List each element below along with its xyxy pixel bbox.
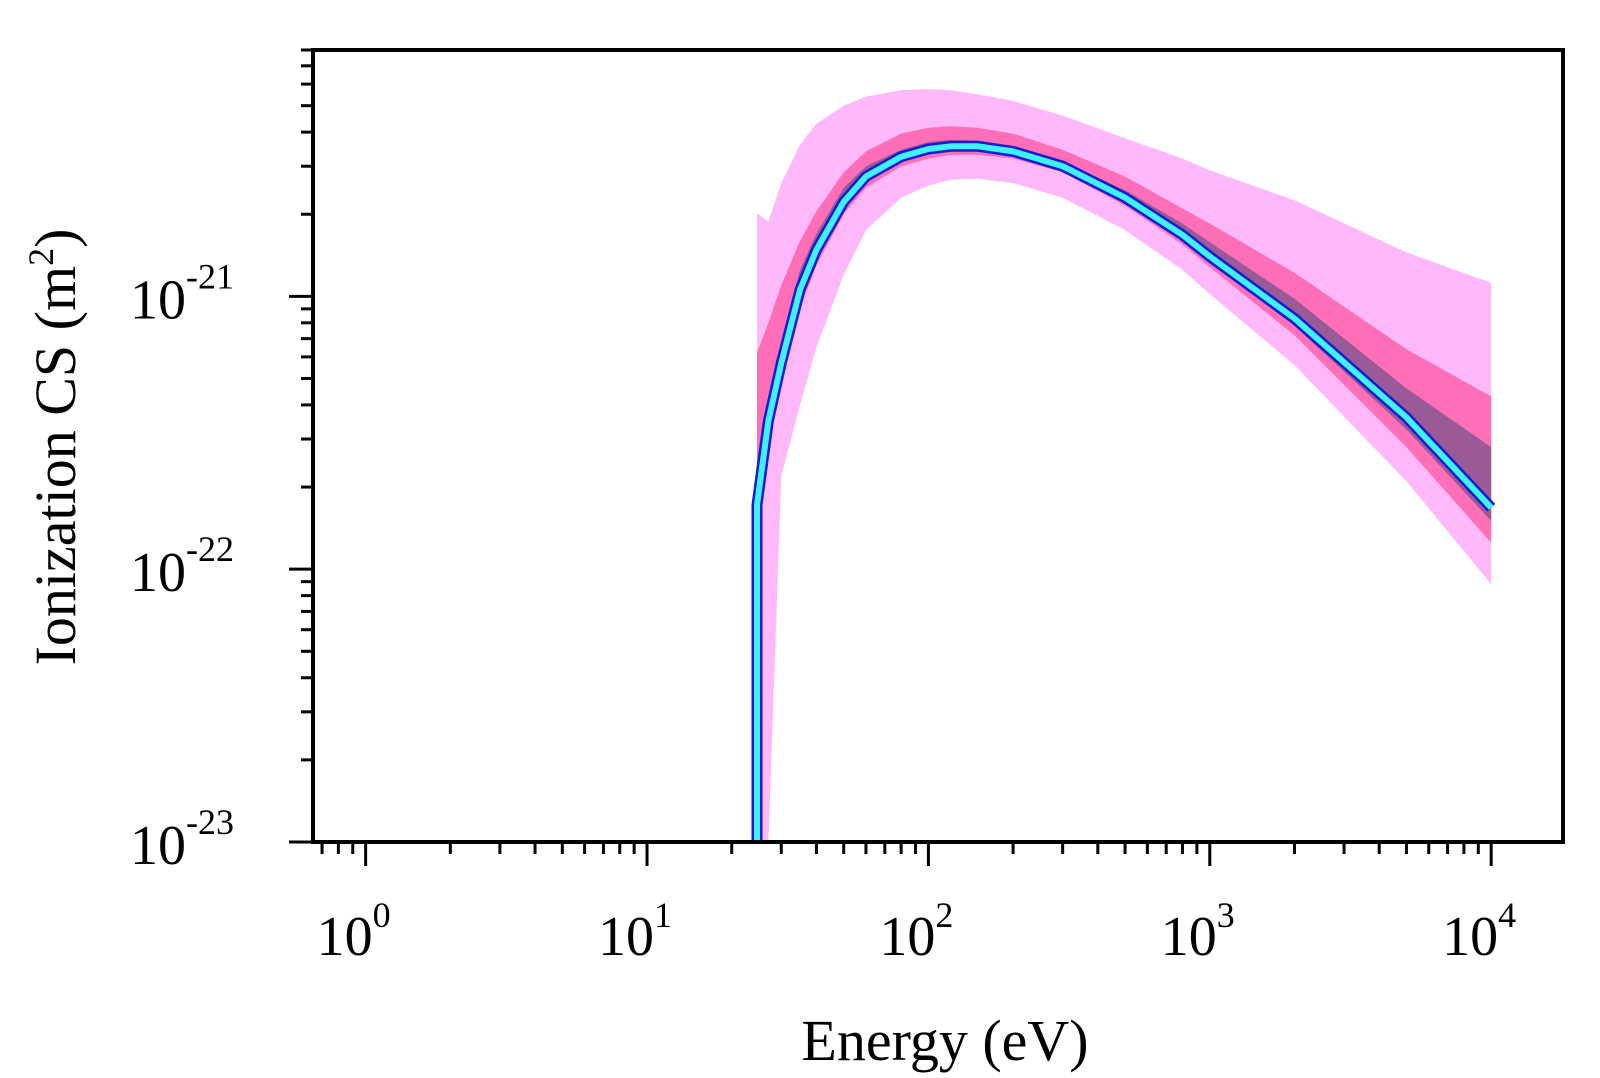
x-tick-label-base: 10 — [598, 906, 654, 968]
series-line — [754, 143, 1494, 842]
y-tick-label: 10-21 — [130, 256, 234, 331]
x-tick-label: 102 — [879, 895, 953, 968]
y-tick-label-exp: -23 — [186, 802, 234, 842]
x-tick-label-exp: 0 — [373, 895, 391, 935]
x-tick-label: 104 — [1442, 895, 1516, 968]
y-tick-label-base: 10 — [130, 542, 186, 604]
y-axis-title-close: ) — [23, 229, 88, 248]
y-tick-label-exp: -22 — [186, 529, 234, 569]
y-tick-label: 10-23 — [130, 802, 234, 877]
x-tick-label-base: 10 — [1442, 906, 1498, 968]
x-tick-label: 103 — [1161, 895, 1235, 968]
x-tick-label: 101 — [598, 895, 672, 968]
x-tick-label-base: 10 — [317, 906, 373, 968]
band-outer — [757, 89, 1492, 842]
y-tick-label-base: 10 — [130, 269, 186, 331]
y-axis-title-sup: 2 — [21, 248, 61, 266]
x-tick-label-exp: 1 — [654, 895, 672, 935]
band-middle — [757, 126, 1492, 543]
plot-content — [751, 89, 1496, 842]
x-tick-label-exp: 3 — [1217, 895, 1235, 935]
y-tick-label-base: 10 — [130, 815, 186, 877]
x-tick-label-base: 10 — [1161, 906, 1217, 968]
y-tick-label: 10-22 — [130, 529, 234, 604]
plot-area — [751, 89, 1496, 842]
x-tick-label: 100 — [317, 895, 391, 968]
x-axis-title: Energy (eV) — [801, 1008, 1088, 1073]
y-tick-label-exp: -21 — [186, 256, 234, 296]
x-tick-label-exp: 4 — [1498, 895, 1516, 935]
plot-frame — [311, 48, 1565, 844]
x-tick-label-base: 10 — [879, 906, 935, 968]
y-axis-title: Ionization CS (m2) — [21, 229, 88, 666]
x-tick-label-exp: 2 — [935, 895, 953, 935]
y-axis-title-text: Ionization CS (m — [23, 266, 88, 666]
